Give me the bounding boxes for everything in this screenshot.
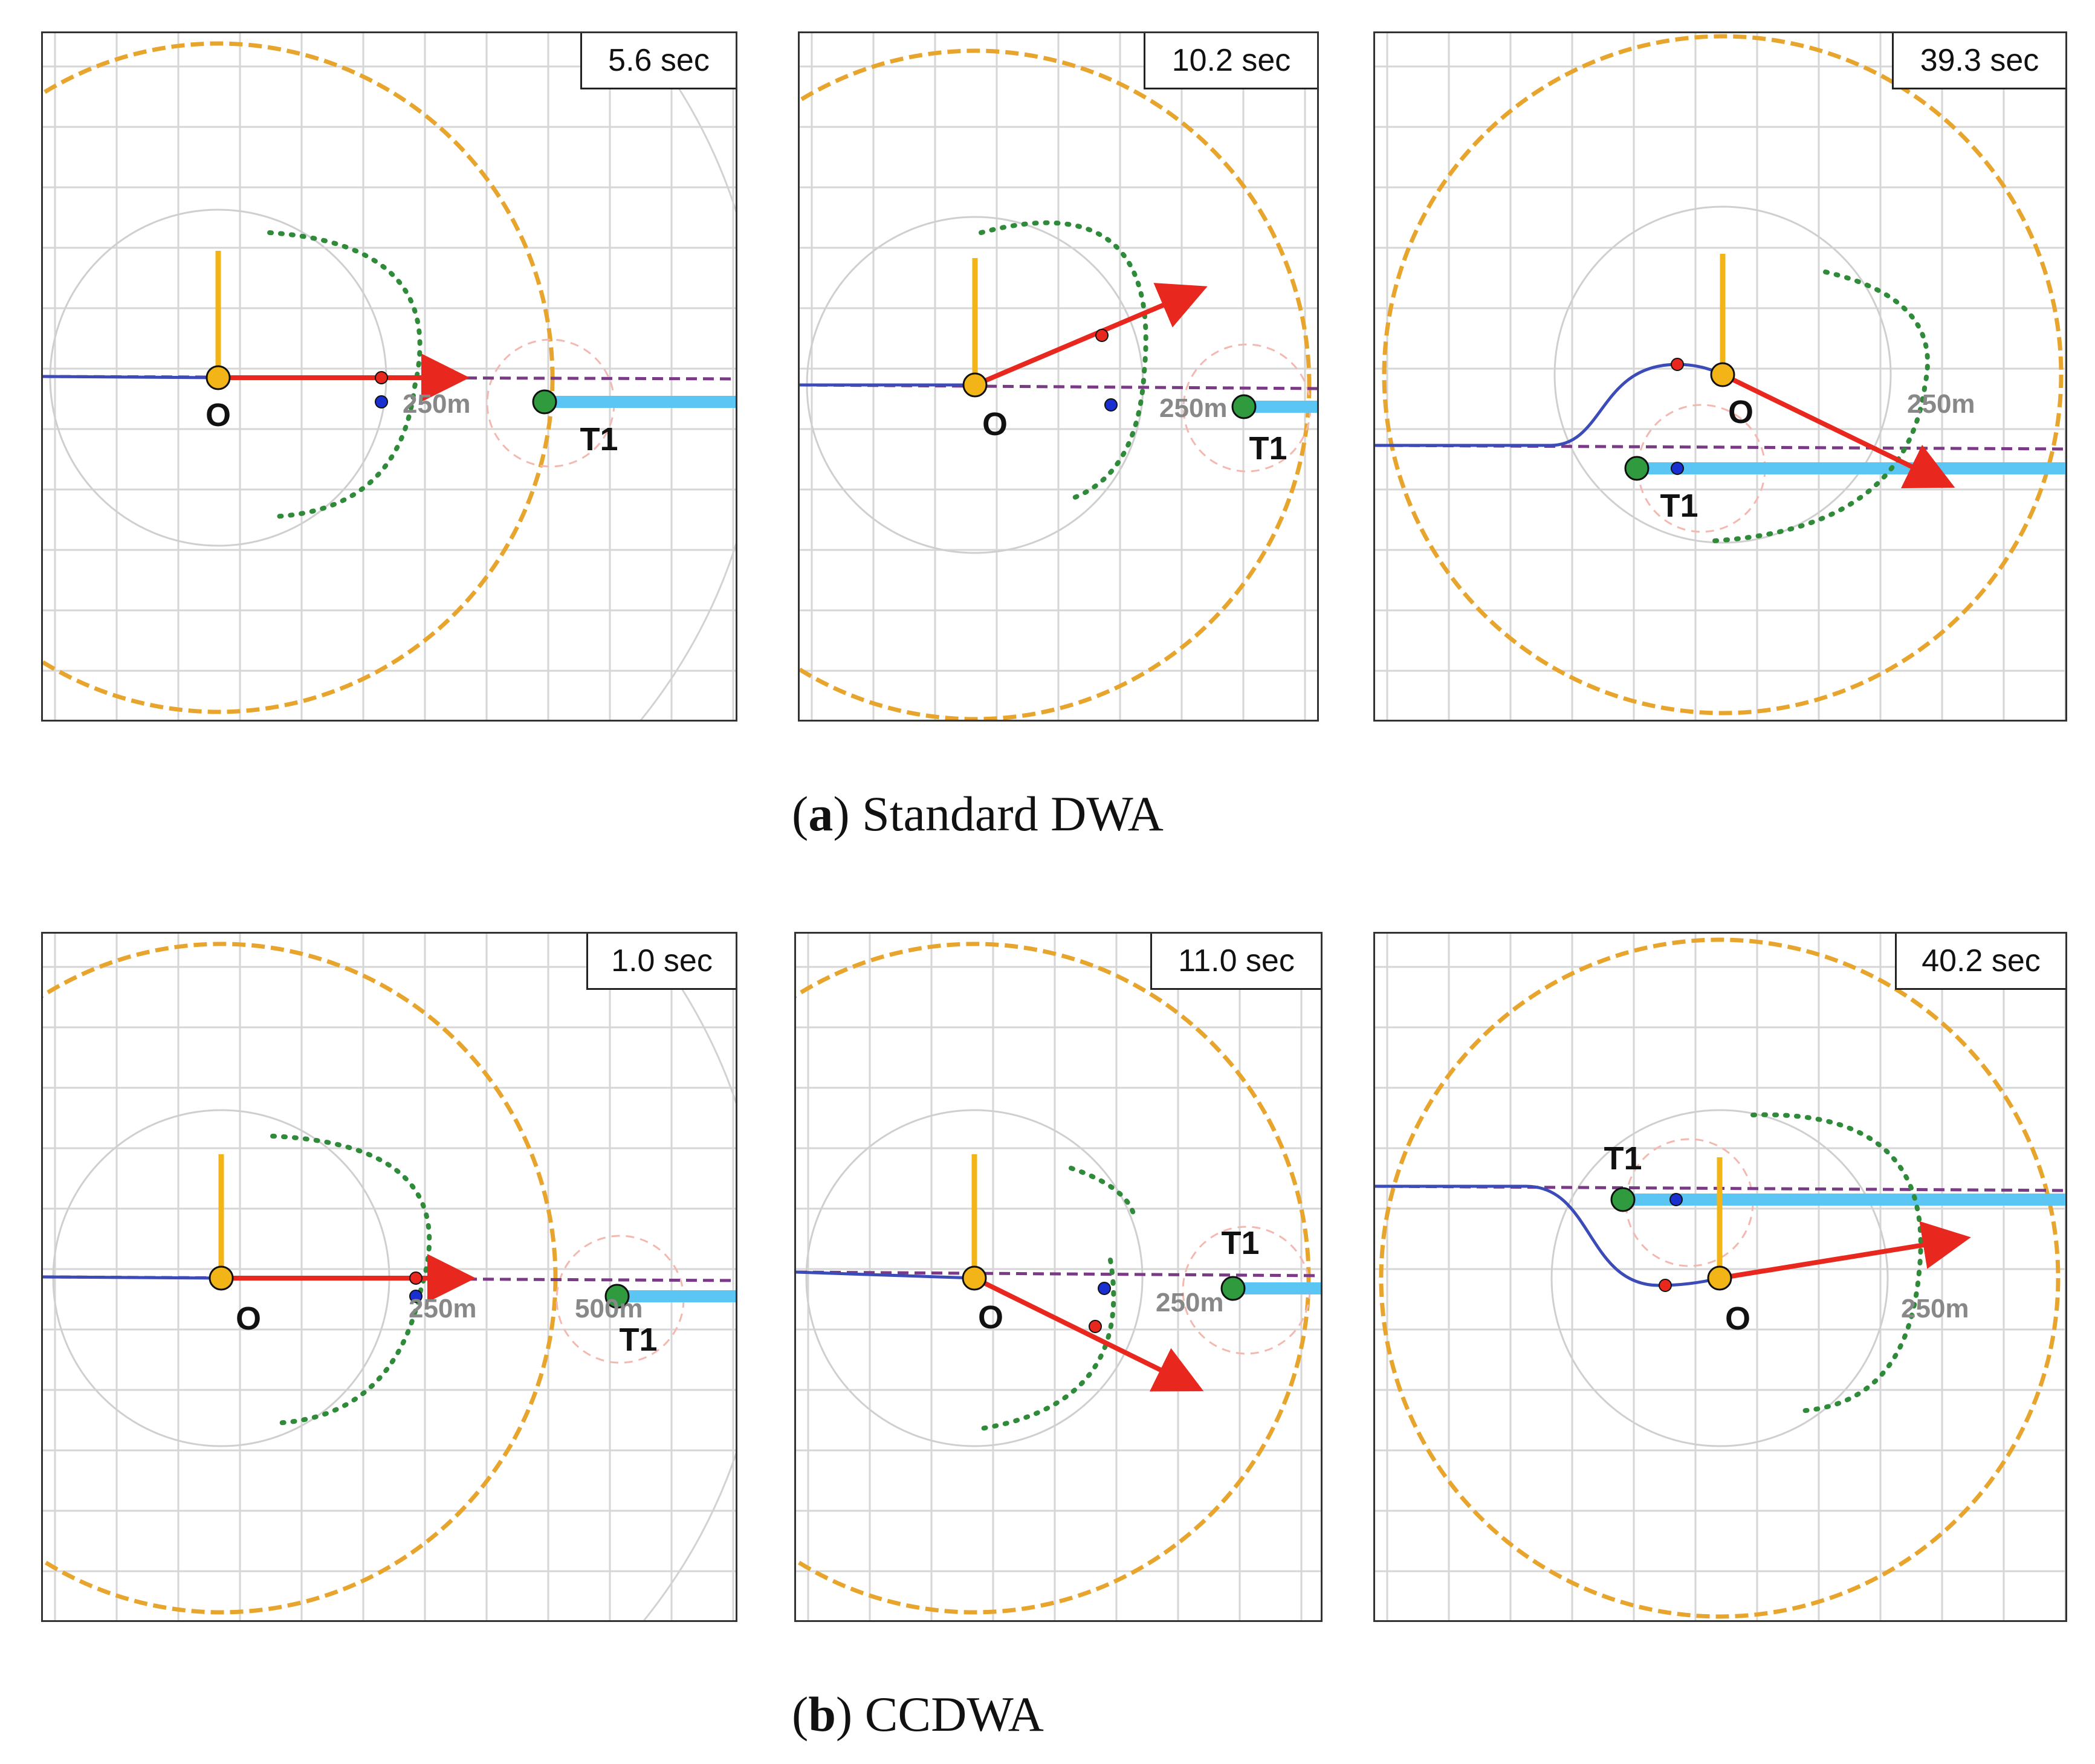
predicted-point [375,371,388,384]
target-label: T1 [619,1322,657,1358]
range-label: 250m [1156,1288,1224,1317]
own-ship-label: O [982,406,1008,442]
range-label: 250m [1901,1294,1969,1323]
target-ship [1610,1187,1636,1212]
own-ship [206,365,231,390]
plot-a3: O T1 250m [1375,33,2065,720]
own-ship [962,1265,987,1291]
own-ship [962,372,988,398]
own-ship [209,1265,234,1291]
velocity-vector [974,283,1208,387]
predicted-point [1089,1320,1102,1333]
time-stamp: 39.3 sec [1892,33,2065,89]
safety-circle [1382,34,2064,716]
grid [1375,33,2065,720]
own-ship [1710,362,1735,387]
own-ship [1707,1265,1732,1291]
candidate-trajectories [267,230,423,519]
own-track [1375,1184,1720,1287]
range-label: 250m [1159,393,1228,423]
own-track [1375,363,1724,447]
grid [800,33,1317,720]
grid [1375,934,2065,1620]
own-ship-label: O [1725,1300,1750,1337]
panel-a2: O T1 250m 10.2 sec [798,31,1319,722]
target-label: T1 [1604,1140,1642,1177]
grid [43,33,736,720]
candidate-trajectories [1711,270,1930,543]
safety-circle [796,942,1311,1615]
candidate-trajectories [270,1134,432,1426]
own-track [43,375,219,380]
own-track [796,1270,975,1280]
target-label: T1 [1660,488,1698,524]
velocity-vector [1721,372,1955,488]
own-ship-label: O [1728,394,1753,430]
plot-b2: O T1 250m [796,934,1321,1620]
reference-point [375,395,388,409]
predicted-point [1659,1279,1672,1292]
time-stamp: 1.0 sec [586,934,736,990]
panel-b3: O T1 250m 40.2 sec [1373,932,2067,1622]
reference-point [1098,1282,1111,1295]
predicted-point [409,1271,423,1285]
caption-letter: b [808,1687,836,1742]
predicted-point [1095,329,1109,342]
target-ship [532,389,557,415]
range-ring-inner [1550,1109,1889,1447]
safety-circle [800,48,1312,720]
velocity-vector [973,1276,1204,1392]
target-ship [1624,456,1650,481]
own-track [43,1275,222,1280]
plot-b1: O T1 250m 500m [43,934,736,1620]
candidate-trajectories [1069,1166,1137,1220]
reference-point [409,1290,423,1303]
caption-text: Standard DWA [862,786,1164,841]
range-label: 250m [403,389,471,419]
panel-b1: O T1 250m 500m 1.0 sec [41,932,737,1622]
target-ship [1220,1276,1246,1301]
grid [43,934,736,1620]
panel-a1: O T1 250m 5.6 sec [41,31,737,722]
time-stamp: 10.2 sec [1144,33,1317,89]
course-line [796,1270,1321,1278]
time-stamp: 11.0 sec [1150,934,1321,990]
own-ship-label: O [978,1299,1003,1336]
caption-text: CCDWA [864,1687,1044,1742]
target-label: T1 [580,421,618,457]
target-label: T1 [1249,430,1287,467]
grid [796,934,1321,1620]
caption-b: (b) CCDWA [792,1687,1044,1742]
range-ring-inner [1553,205,1892,544]
predicted-point [1671,358,1684,371]
velocity-vector [1719,1221,1971,1281]
plot-b3: O T1 250m [1375,934,2065,1620]
candidate-trajectories [1750,1112,1923,1413]
range-label-500: 500m [575,1294,643,1323]
range-label-250: 250m [409,1294,477,1323]
panel-a3: O T1 250m 39.3 sec [1373,31,2067,722]
caption-letter: a [808,786,834,841]
target-ship [604,1284,630,1309]
caption-a: (a) Standard DWA [792,786,1164,841]
reference-point [1669,1193,1683,1206]
range-label: 250m [1907,389,1975,419]
reference-point [1671,462,1684,475]
plot-a1: O T1 250m [43,33,736,720]
target-label: T1 [1221,1225,1259,1261]
time-stamp: 5.6 sec [580,33,736,89]
candidate-trajectories [979,220,1148,501]
plot-a2: O T1 250m [800,33,1317,720]
own-ship-label: O [206,397,231,433]
panel-b2: O T1 250m 11.0 sec [794,932,1323,1622]
own-ship-label: O [236,1300,261,1337]
reference-point [1104,398,1118,412]
time-stamp: 40.2 sec [1895,934,2065,990]
range-ring-inner [805,1109,1144,1447]
candidate-trajectories-lower [975,1258,1116,1432]
target-ship [1231,394,1257,419]
safety-circle [1379,937,2061,1619]
